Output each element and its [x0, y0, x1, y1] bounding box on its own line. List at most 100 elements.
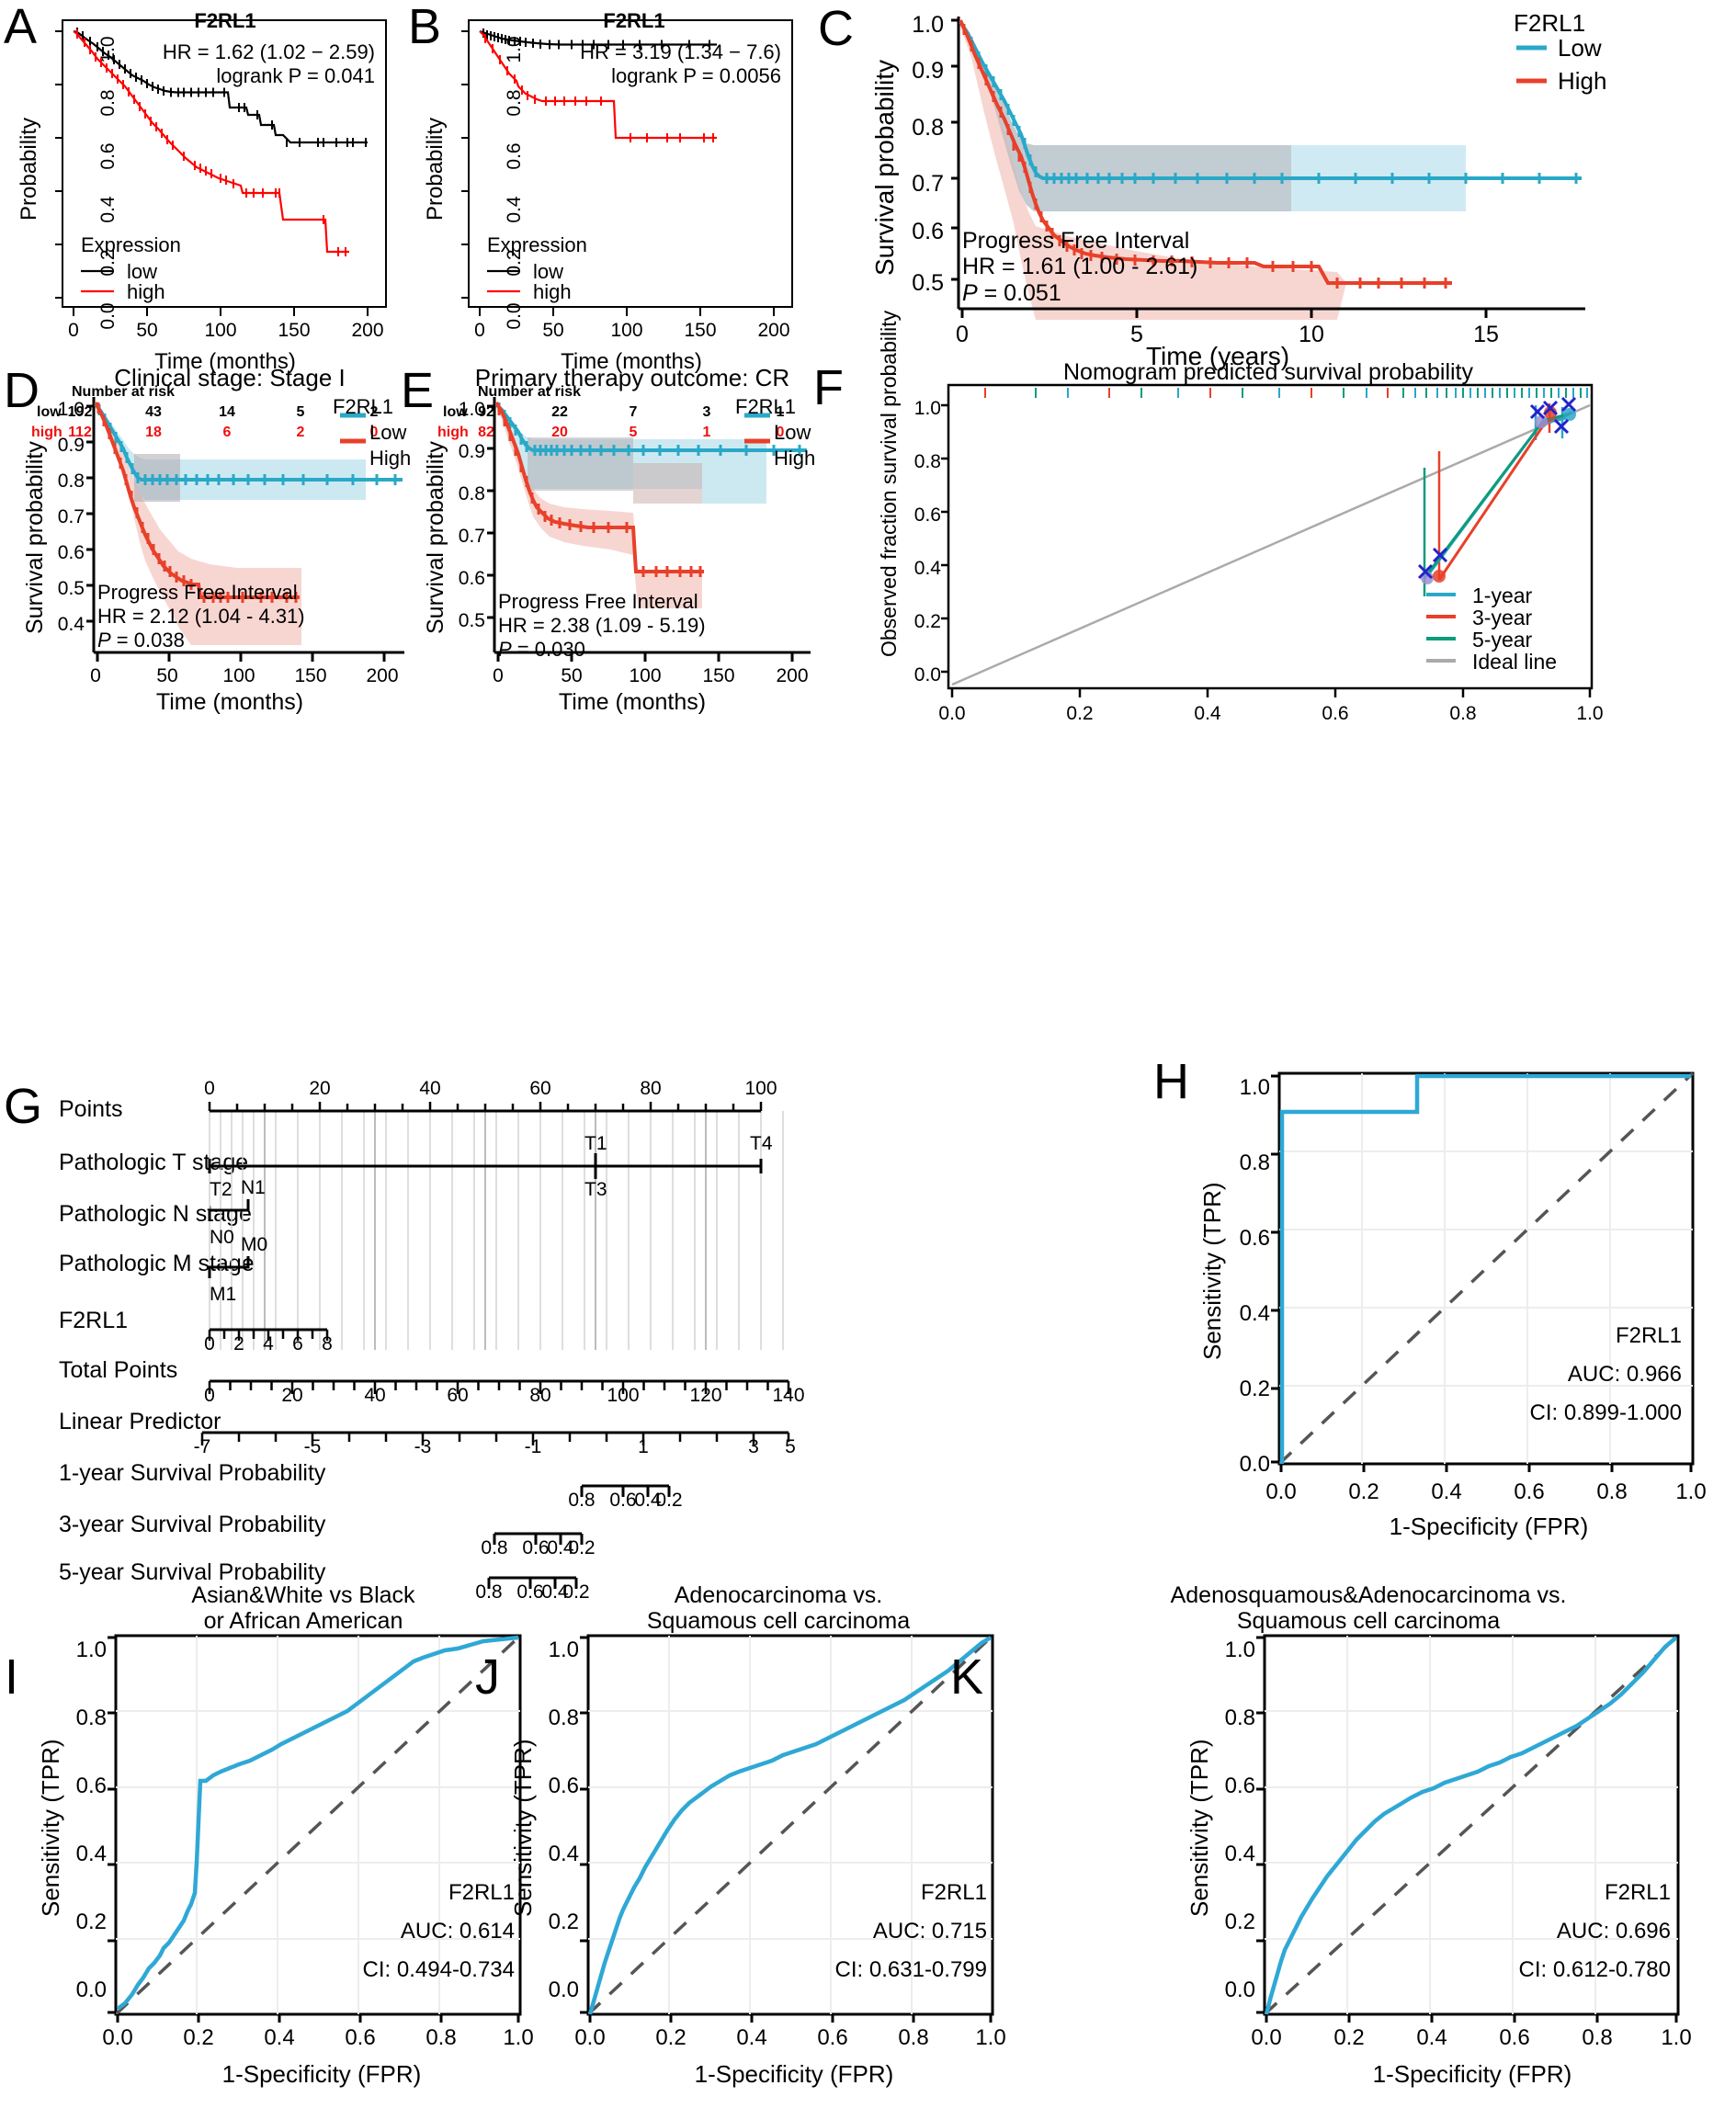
panel-f-xtick: 0.8 [1449, 703, 1477, 724]
panel-d-p-value: = 0.038 [110, 629, 185, 652]
nomogram-row-label-1yr: 1-year Survival Probability [59, 1460, 326, 1486]
nomogram-m-label-m0: M0 [241, 1234, 268, 1255]
panel-d: D Clinical stage: Stage I Survival proba… [0, 358, 411, 717]
panel-b-risk-high-label: high [437, 425, 469, 440]
panel-b-risk-high-value: 82 [478, 425, 494, 440]
panel-g: G Points Pathologic T stage Pathologic N… [0, 1061, 809, 1603]
panel-b-risk-high-value: 0 [776, 425, 785, 440]
panel-e-xlabel: Time (months) [558, 689, 707, 715]
panel-e-ytick: 0.9 [458, 441, 485, 462]
panel-k-ytick: 0.0 [1224, 1978, 1255, 2002]
panel-a-xlabel: Time (months) [154, 349, 296, 374]
nomogram-row-label-total-points: Total Points [59, 1357, 178, 1383]
panel-j-letter: J [475, 1649, 500, 1705]
panel-d-annot-p: P = 0.038 [97, 629, 185, 652]
nomogram-1yr-tick: 0.4 [634, 1490, 662, 1511]
panel-a-p: logrank P = 0.041 [216, 64, 375, 87]
panel-h-xtick: 0.6 [1514, 1479, 1545, 1504]
panel-i-title-line1: Asian&White vs Black [191, 1582, 415, 1608]
panel-f-ytick: 0.8 [913, 451, 941, 472]
nomogram-total-points-tick: 140 [772, 1385, 805, 1406]
panel-j-title-line2: Squamous cell carcinoma [646, 1608, 911, 1634]
panel-b-xtick: 150 [684, 320, 717, 341]
panel-b: B F2RL1 Probability 1.0 0.8 0.6 0.4 0.2 … [404, 0, 813, 515]
panel-k-auc: AUC: 0.696 [1556, 1919, 1671, 1944]
panel-f-ytick: 1.0 [913, 398, 941, 419]
nomogram-points-tick: 80 [640, 1078, 662, 1099]
panel-k-xtick: 0.0 [1251, 2025, 1282, 2050]
panel-b-xtick: 100 [610, 320, 643, 341]
nomogram-t-label-t2: T2 [210, 1179, 233, 1200]
panel-j-ylabel: Sensitivity (TPR) [509, 1739, 537, 1917]
panel-f-xtick: 1.0 [1576, 703, 1604, 724]
panel-b-xlabel: Time (months) [561, 349, 702, 374]
panel-c-xlabel: Time (years) [1145, 342, 1290, 370]
panel-e-xtick: 0 [493, 665, 504, 686]
panel-c-legend-title: F2RL1 [1514, 9, 1586, 37]
panel-e-xtick: 100 [629, 665, 662, 686]
nomogram-1yr-tick: 0.8 [568, 1490, 596, 1511]
panel-c-xtick: 0 [956, 322, 969, 347]
panel-h: H Sensitivity (TPR) 1.0 0.8 0.6 0.4 0.2 … [1149, 1048, 1736, 1562]
panel-j-xtick: 0.8 [898, 2025, 929, 2050]
panel-e: E Primary therapy outcome: CR Survival p… [397, 358, 815, 717]
panel-h-xtick: 0.0 [1265, 1479, 1297, 1504]
nomogram-f2rl1-tick: 4 [263, 1333, 274, 1354]
panel-g-letter: G [4, 1079, 43, 1134]
panel-c-p-italic: P [962, 280, 978, 306]
nomogram-total-points-tick: 20 [281, 1385, 303, 1406]
panel-j-gene: F2RL1 [920, 1880, 987, 1905]
nomogram-lp-tick: 1 [638, 1436, 649, 1457]
panel-a-risk-low-value: 192 [67, 404, 93, 420]
panel-k-xtick: 0.2 [1333, 2025, 1365, 2050]
nomogram-3yr-tick: 0.2 [568, 1537, 596, 1558]
panel-c-ytick: 0.6 [912, 219, 944, 244]
panel-h-xtick: 0.4 [1431, 1479, 1462, 1504]
panel-d-title: Clinical stage: Stage I [114, 364, 346, 391]
panel-b-legend-high: high [533, 280, 572, 303]
nomogram-points-tick: 60 [529, 1078, 551, 1099]
nomogram-points-tick: 20 [309, 1078, 331, 1099]
panel-k-gene: F2RL1 [1604, 1880, 1671, 1905]
nomogram-t-label-t1: T1 [584, 1133, 607, 1154]
panel-e-legend-high: High [774, 447, 816, 470]
panel-d-p-italic: P [97, 629, 111, 652]
nomogram-n-label-n0: N0 [210, 1227, 234, 1248]
panel-k-ci: CI: 0.612-0.780 [1518, 1957, 1671, 1982]
panel-f-xtick: 0.6 [1322, 703, 1349, 724]
panel-k-ytick: 0.8 [1224, 1706, 1255, 1730]
panel-j-ytick: 0.6 [548, 1774, 579, 1798]
panel-h-ytick: 1.0 [1239, 1075, 1270, 1100]
panel-d-xtick: 200 [366, 665, 399, 686]
panel-i-ytick: 0.2 [75, 1910, 107, 1934]
panel-i-gene: F2RL1 [448, 1880, 515, 1905]
panel-d-annot-hr: HR = 2.12 (1.04 - 4.31) [97, 605, 305, 628]
panel-i-title-line2: or African American [203, 1608, 403, 1634]
nomogram-5yr-tick: 0.6 [516, 1581, 544, 1603]
panel-f-ytick: 0.4 [913, 558, 941, 579]
panel-a-risk-high-label: high [31, 425, 62, 440]
nomogram-lp-tick: -3 [414, 1436, 432, 1457]
panel-h-ytick: 0.2 [1239, 1377, 1270, 1401]
nomogram-m-label-m1: M1 [210, 1284, 237, 1305]
panel-b-risk-low-value: 92 [478, 404, 494, 420]
panel-k-title-line2: Squamous cell carcinoma [1236, 1608, 1501, 1634]
panel-a-risk-high-value: 6 [222, 425, 232, 440]
panel-h-xtick: 1.0 [1675, 1479, 1707, 1504]
panel-e-ytick: 0.6 [458, 568, 485, 589]
panel-e-legend-title: F2RL1 [735, 395, 797, 418]
panel-b-p: logrank P = 0.0056 [611, 64, 781, 87]
nomogram-row-label-points: Points [59, 1096, 123, 1122]
panel-j-ytick: 0.0 [548, 1978, 579, 2002]
panel-j-xtick: 0.2 [655, 2025, 686, 2050]
panel-k-ytick: 0.6 [1224, 1774, 1255, 1798]
nomogram-3yr-tick: 0.8 [481, 1537, 508, 1558]
panel-d-ytick: 0.7 [57, 506, 85, 527]
panel-h-letter: H [1153, 1054, 1189, 1109]
panel-b-risk-low-value: 3 [702, 404, 711, 420]
panel-e-annot-p: P = 0.030 [498, 638, 585, 662]
panel-d-annot-label: Progress Free Interval [97, 581, 298, 604]
nomogram-f2rl1-tick: 8 [322, 1333, 333, 1354]
panel-e-annot-hr: HR = 2.38 (1.09 - 5.19) [498, 614, 706, 637]
panel-i-xtick: 0.2 [183, 2025, 214, 2050]
